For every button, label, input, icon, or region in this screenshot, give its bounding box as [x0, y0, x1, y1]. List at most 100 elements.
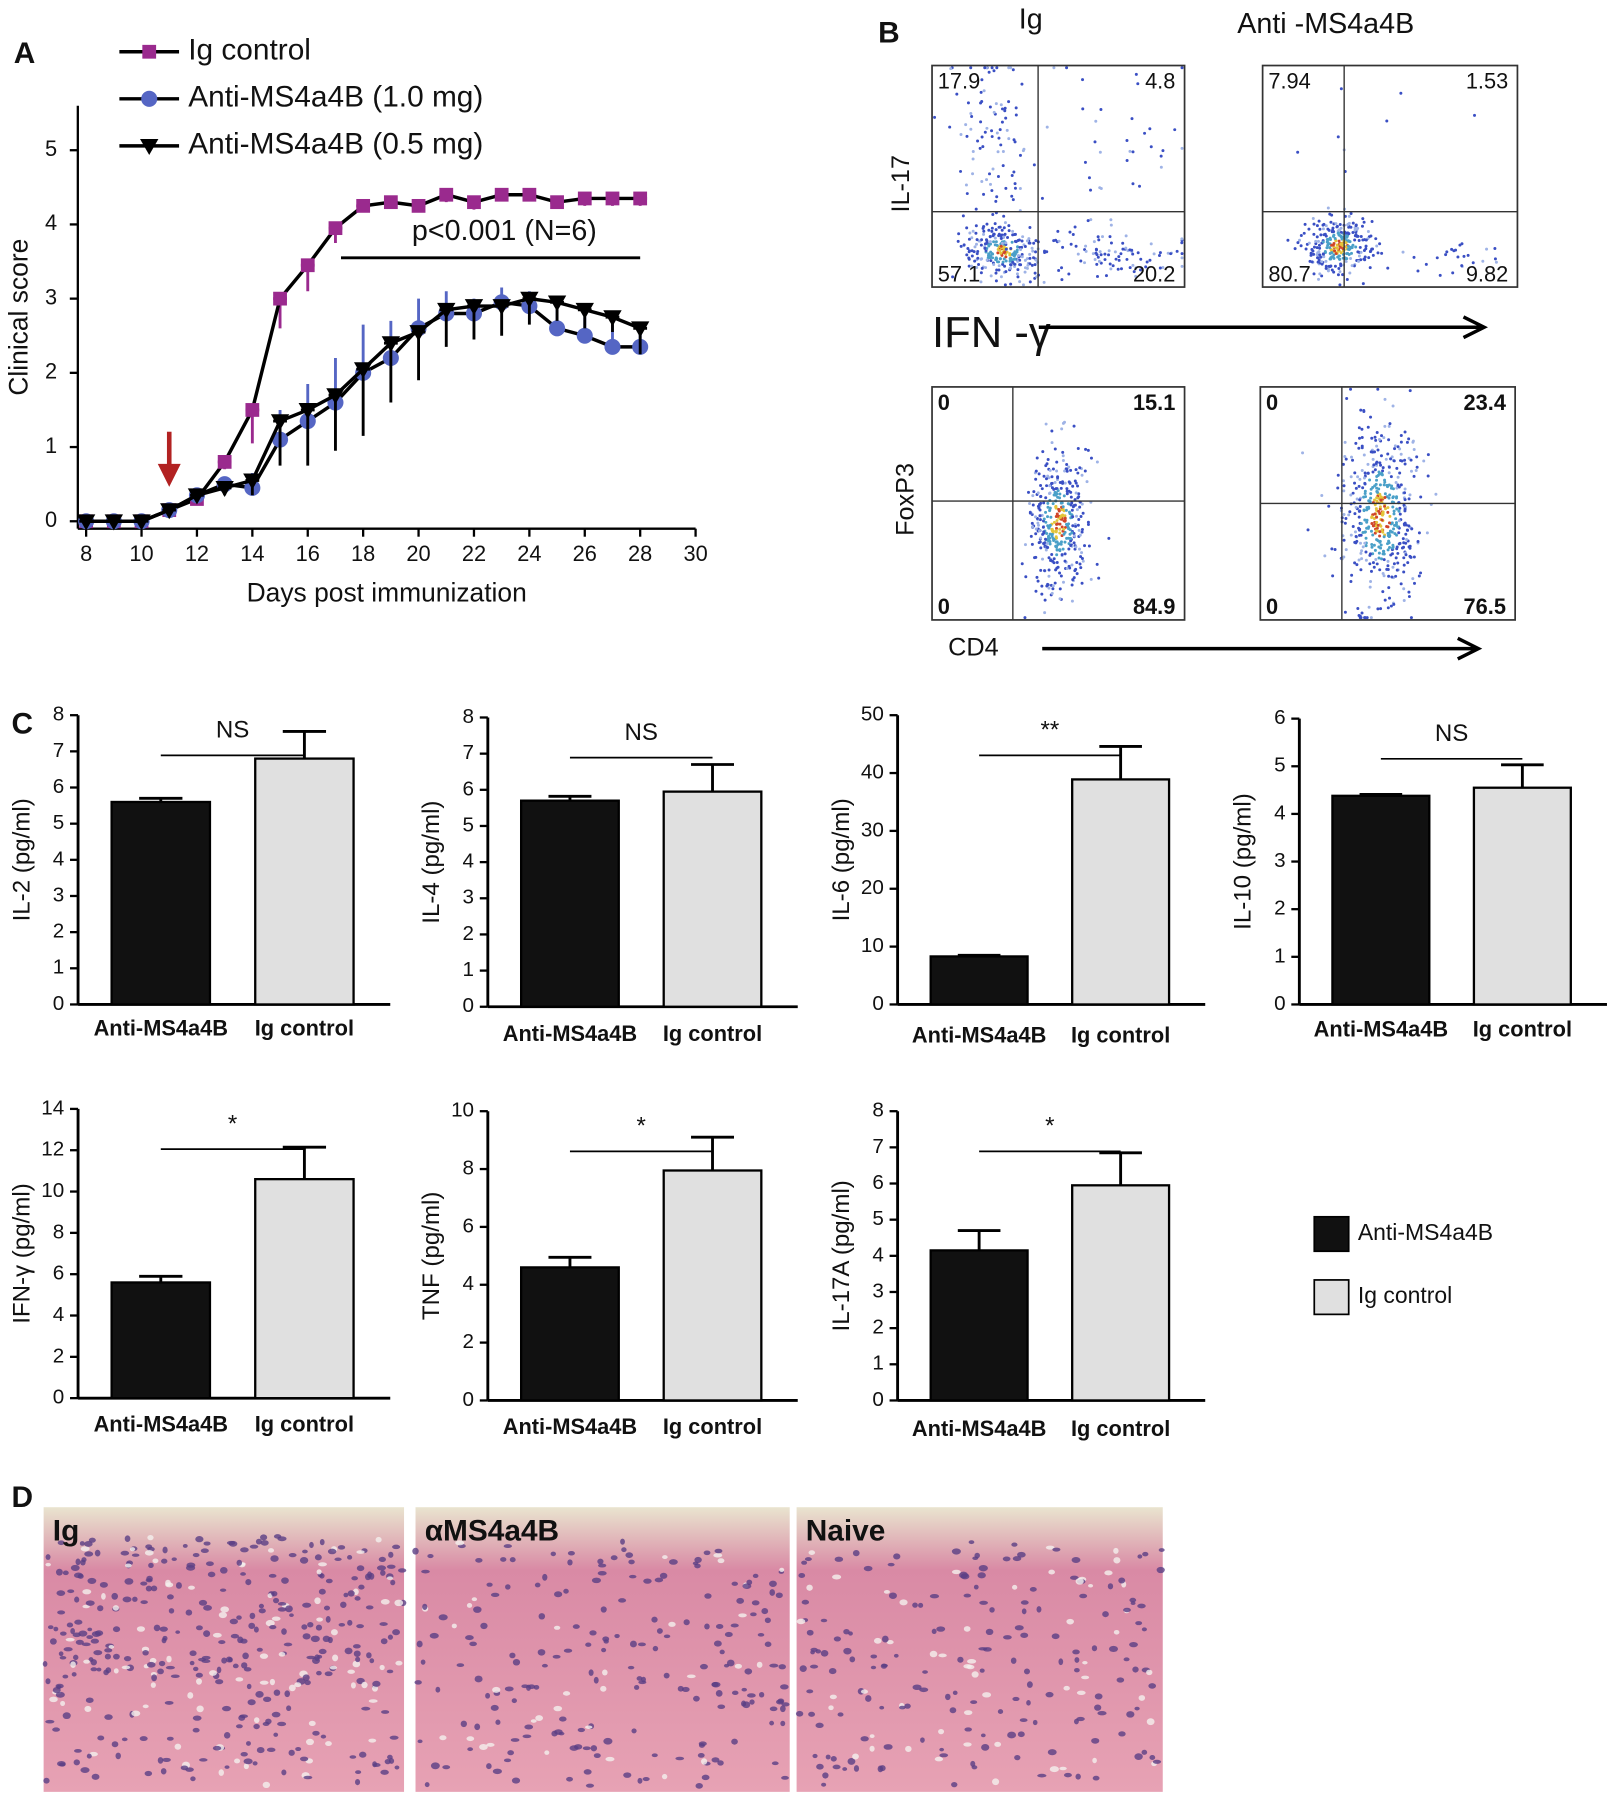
- nucleus: [654, 1577, 664, 1583]
- nucleus: [697, 1753, 705, 1758]
- event-dot: [1378, 461, 1382, 465]
- nucleus: [1082, 1660, 1088, 1665]
- event-dot: [1349, 533, 1353, 537]
- event-dot: [1045, 125, 1049, 129]
- y-tick-label: 8: [463, 1157, 475, 1180]
- event-dot: [1342, 484, 1346, 488]
- event-dot: [1395, 496, 1399, 500]
- nucleus: [591, 1577, 601, 1584]
- event-dot: [1381, 590, 1385, 594]
- event-dot: [1031, 503, 1035, 507]
- event-dot: [1402, 541, 1406, 545]
- event-dot: [1180, 252, 1184, 256]
- event-dot: [1353, 530, 1357, 534]
- nucleus: [234, 1758, 241, 1764]
- y-axis-label: IFN-γ (pg/ml): [8, 1183, 35, 1324]
- error-bar: [1099, 1151, 1142, 1186]
- nucleus: [65, 1637, 75, 1642]
- nucleus: [397, 1568, 407, 1573]
- event-dot: [1007, 100, 1011, 104]
- nucleus: [349, 1755, 357, 1759]
- nucleus: [934, 1756, 944, 1762]
- event-dot: [1387, 438, 1391, 442]
- event-dot: [1354, 534, 1358, 538]
- event-dot: [1109, 218, 1113, 222]
- event-dot: [1045, 531, 1049, 535]
- event-dot: [1391, 505, 1395, 509]
- nucleus: [918, 1602, 924, 1608]
- nucleus: [74, 1596, 80, 1603]
- event-dot: [1376, 387, 1380, 391]
- event-dot: [1386, 266, 1390, 270]
- event-dot: [1435, 256, 1439, 260]
- event-dot: [1032, 163, 1036, 167]
- event-dot: [1386, 564, 1390, 568]
- event-dot: [1138, 268, 1142, 272]
- y-tick-label: 1: [1274, 944, 1286, 967]
- nucleus: [550, 1551, 556, 1557]
- event-dot: [1036, 491, 1040, 495]
- x-tick-label: Anti-MS4a4B: [94, 1015, 228, 1040]
- nucleus: [269, 1678, 276, 1686]
- annotation: p<0.001 (N=6): [412, 215, 597, 247]
- event-dot: [995, 66, 999, 70]
- panel-label: D: [11, 1481, 33, 1514]
- event-dot: [1336, 473, 1340, 477]
- event-dot: [974, 224, 978, 228]
- nucleus: [455, 1540, 465, 1546]
- nucleus: [603, 1737, 613, 1745]
- event-dot: [966, 247, 970, 251]
- y-axis-label: IL-10 (pg/ml): [1230, 793, 1257, 930]
- nucleus: [439, 1735, 447, 1741]
- event-dot: [1296, 241, 1300, 245]
- nucleus: [695, 1783, 703, 1789]
- nucleus: [936, 1626, 946, 1632]
- event-dot: [1450, 247, 1454, 251]
- nucleus: [422, 1603, 428, 1610]
- event-dot: [1381, 512, 1385, 516]
- event-dot: [1360, 468, 1364, 472]
- y-axis-label: IL-4 (pg/ml): [418, 801, 445, 924]
- plot-frame: [1261, 64, 1519, 288]
- marker: [353, 362, 373, 379]
- event-dot: [1408, 389, 1412, 393]
- quadrant-percent: 0: [938, 390, 950, 415]
- nucleus: [530, 1719, 537, 1723]
- nucleus: [780, 1684, 789, 1690]
- event-dot: [1411, 577, 1415, 581]
- nucleus: [951, 1548, 961, 1555]
- event-dot: [1074, 468, 1078, 472]
- event-dot: [1175, 249, 1179, 253]
- event-dot: [1354, 486, 1358, 490]
- event-dot: [1079, 566, 1083, 570]
- nucleus: [277, 1721, 287, 1727]
- event-dot: [1008, 266, 1012, 270]
- event-dot: [1047, 556, 1051, 560]
- event-dot: [1047, 574, 1051, 578]
- nucleus: [146, 1661, 156, 1668]
- event-dot: [1003, 109, 1007, 113]
- nucleus: [486, 1763, 492, 1770]
- event-dot: [1099, 107, 1103, 111]
- nucleus: [600, 1685, 607, 1692]
- marker: [547, 295, 567, 312]
- marker: [273, 291, 287, 306]
- event-dot: [1077, 518, 1081, 521]
- x-tick-label: Anti-MS4a4B: [1314, 1017, 1448, 1042]
- event-dot: [988, 240, 992, 244]
- event-dot: [1367, 605, 1371, 609]
- event-dot: [1364, 544, 1368, 548]
- event-dot: [1048, 484, 1052, 488]
- event-dot: [1032, 490, 1036, 494]
- x-tick-label: 22: [462, 541, 486, 566]
- event-dot: [1060, 266, 1064, 270]
- event-dot: [1084, 244, 1088, 248]
- nucleus: [94, 1630, 104, 1636]
- event-dot: [1356, 250, 1360, 254]
- nucleus: [588, 1669, 594, 1676]
- nucleus: [1012, 1584, 1018, 1590]
- nucleus: [273, 1597, 280, 1604]
- event-dot: [1373, 468, 1377, 472]
- nucleus: [200, 1548, 209, 1554]
- event-dot: [1321, 223, 1325, 227]
